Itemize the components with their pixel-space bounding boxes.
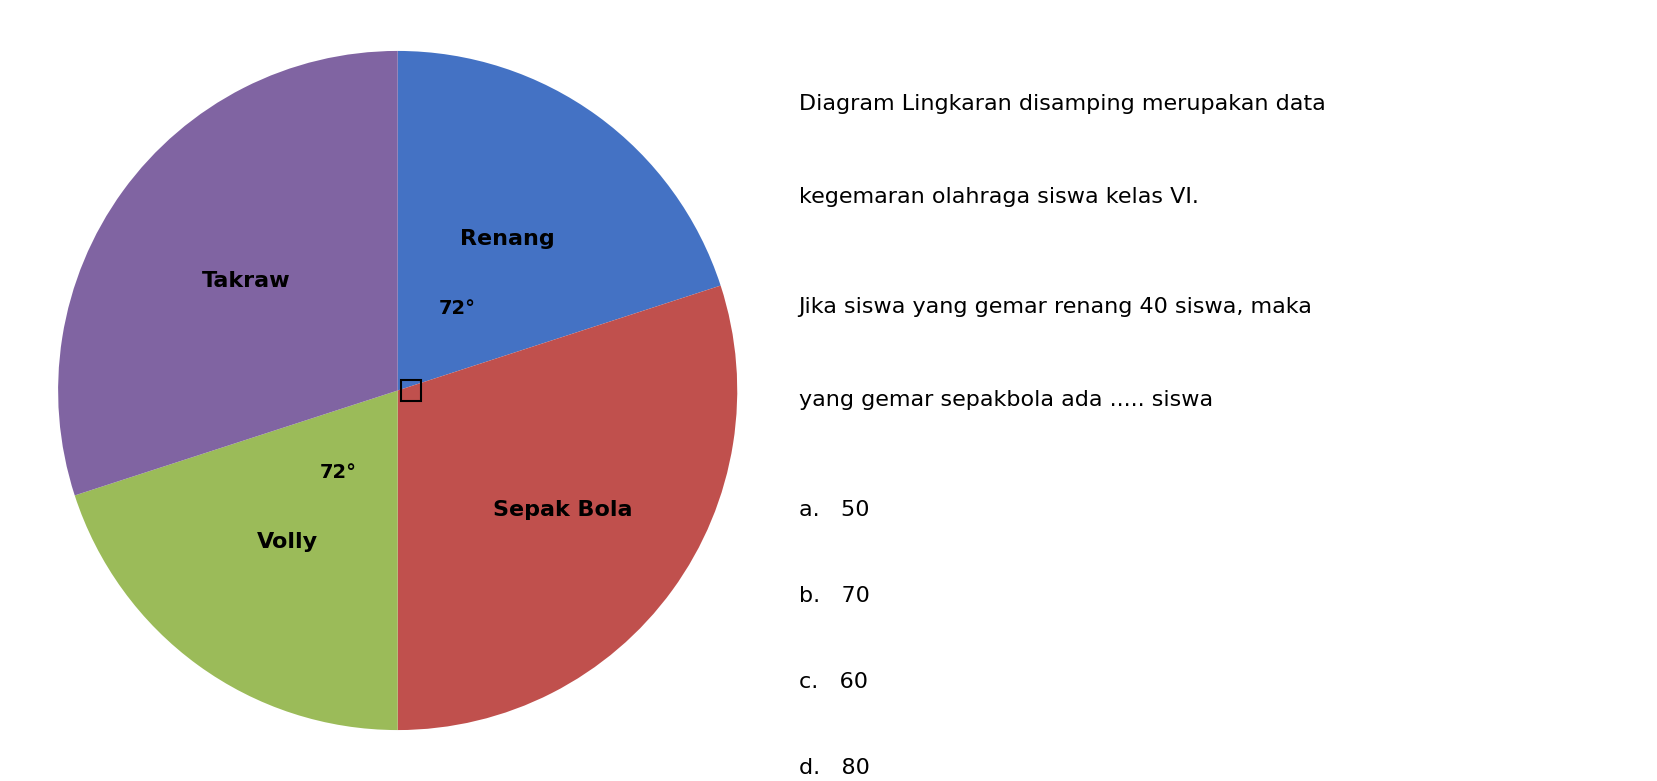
Bar [401,380,421,401]
Wedge shape [75,390,398,730]
Text: yang gemar sepakbola ada ..... siswa: yang gemar sepakbola ada ..... siswa [799,390,1213,411]
Wedge shape [58,51,398,495]
Text: d.   80: d. 80 [799,758,870,778]
Wedge shape [398,51,721,390]
Text: Takraw: Takraw [202,271,292,291]
Text: Jika siswa yang gemar renang 40 siswa, maka: Jika siswa yang gemar renang 40 siswa, m… [799,297,1312,317]
Wedge shape [398,286,737,730]
Text: Diagram Lingkaran disamping merupakan data: Diagram Lingkaran disamping merupakan da… [799,94,1326,114]
Text: b.   70: b. 70 [799,586,870,606]
Text: 72°: 72° [439,298,476,318]
Text: Renang: Renang [461,230,555,249]
Text: kegemaran olahraga siswa kelas VI.: kegemaran olahraga siswa kelas VI. [799,187,1198,208]
Text: Sepak Bola: Sepak Bola [492,501,633,520]
Text: a.   50: a. 50 [799,500,870,520]
Text: c.   60: c. 60 [799,672,868,692]
Text: Volly: Volly [257,532,318,551]
Text: 72°: 72° [320,463,356,483]
